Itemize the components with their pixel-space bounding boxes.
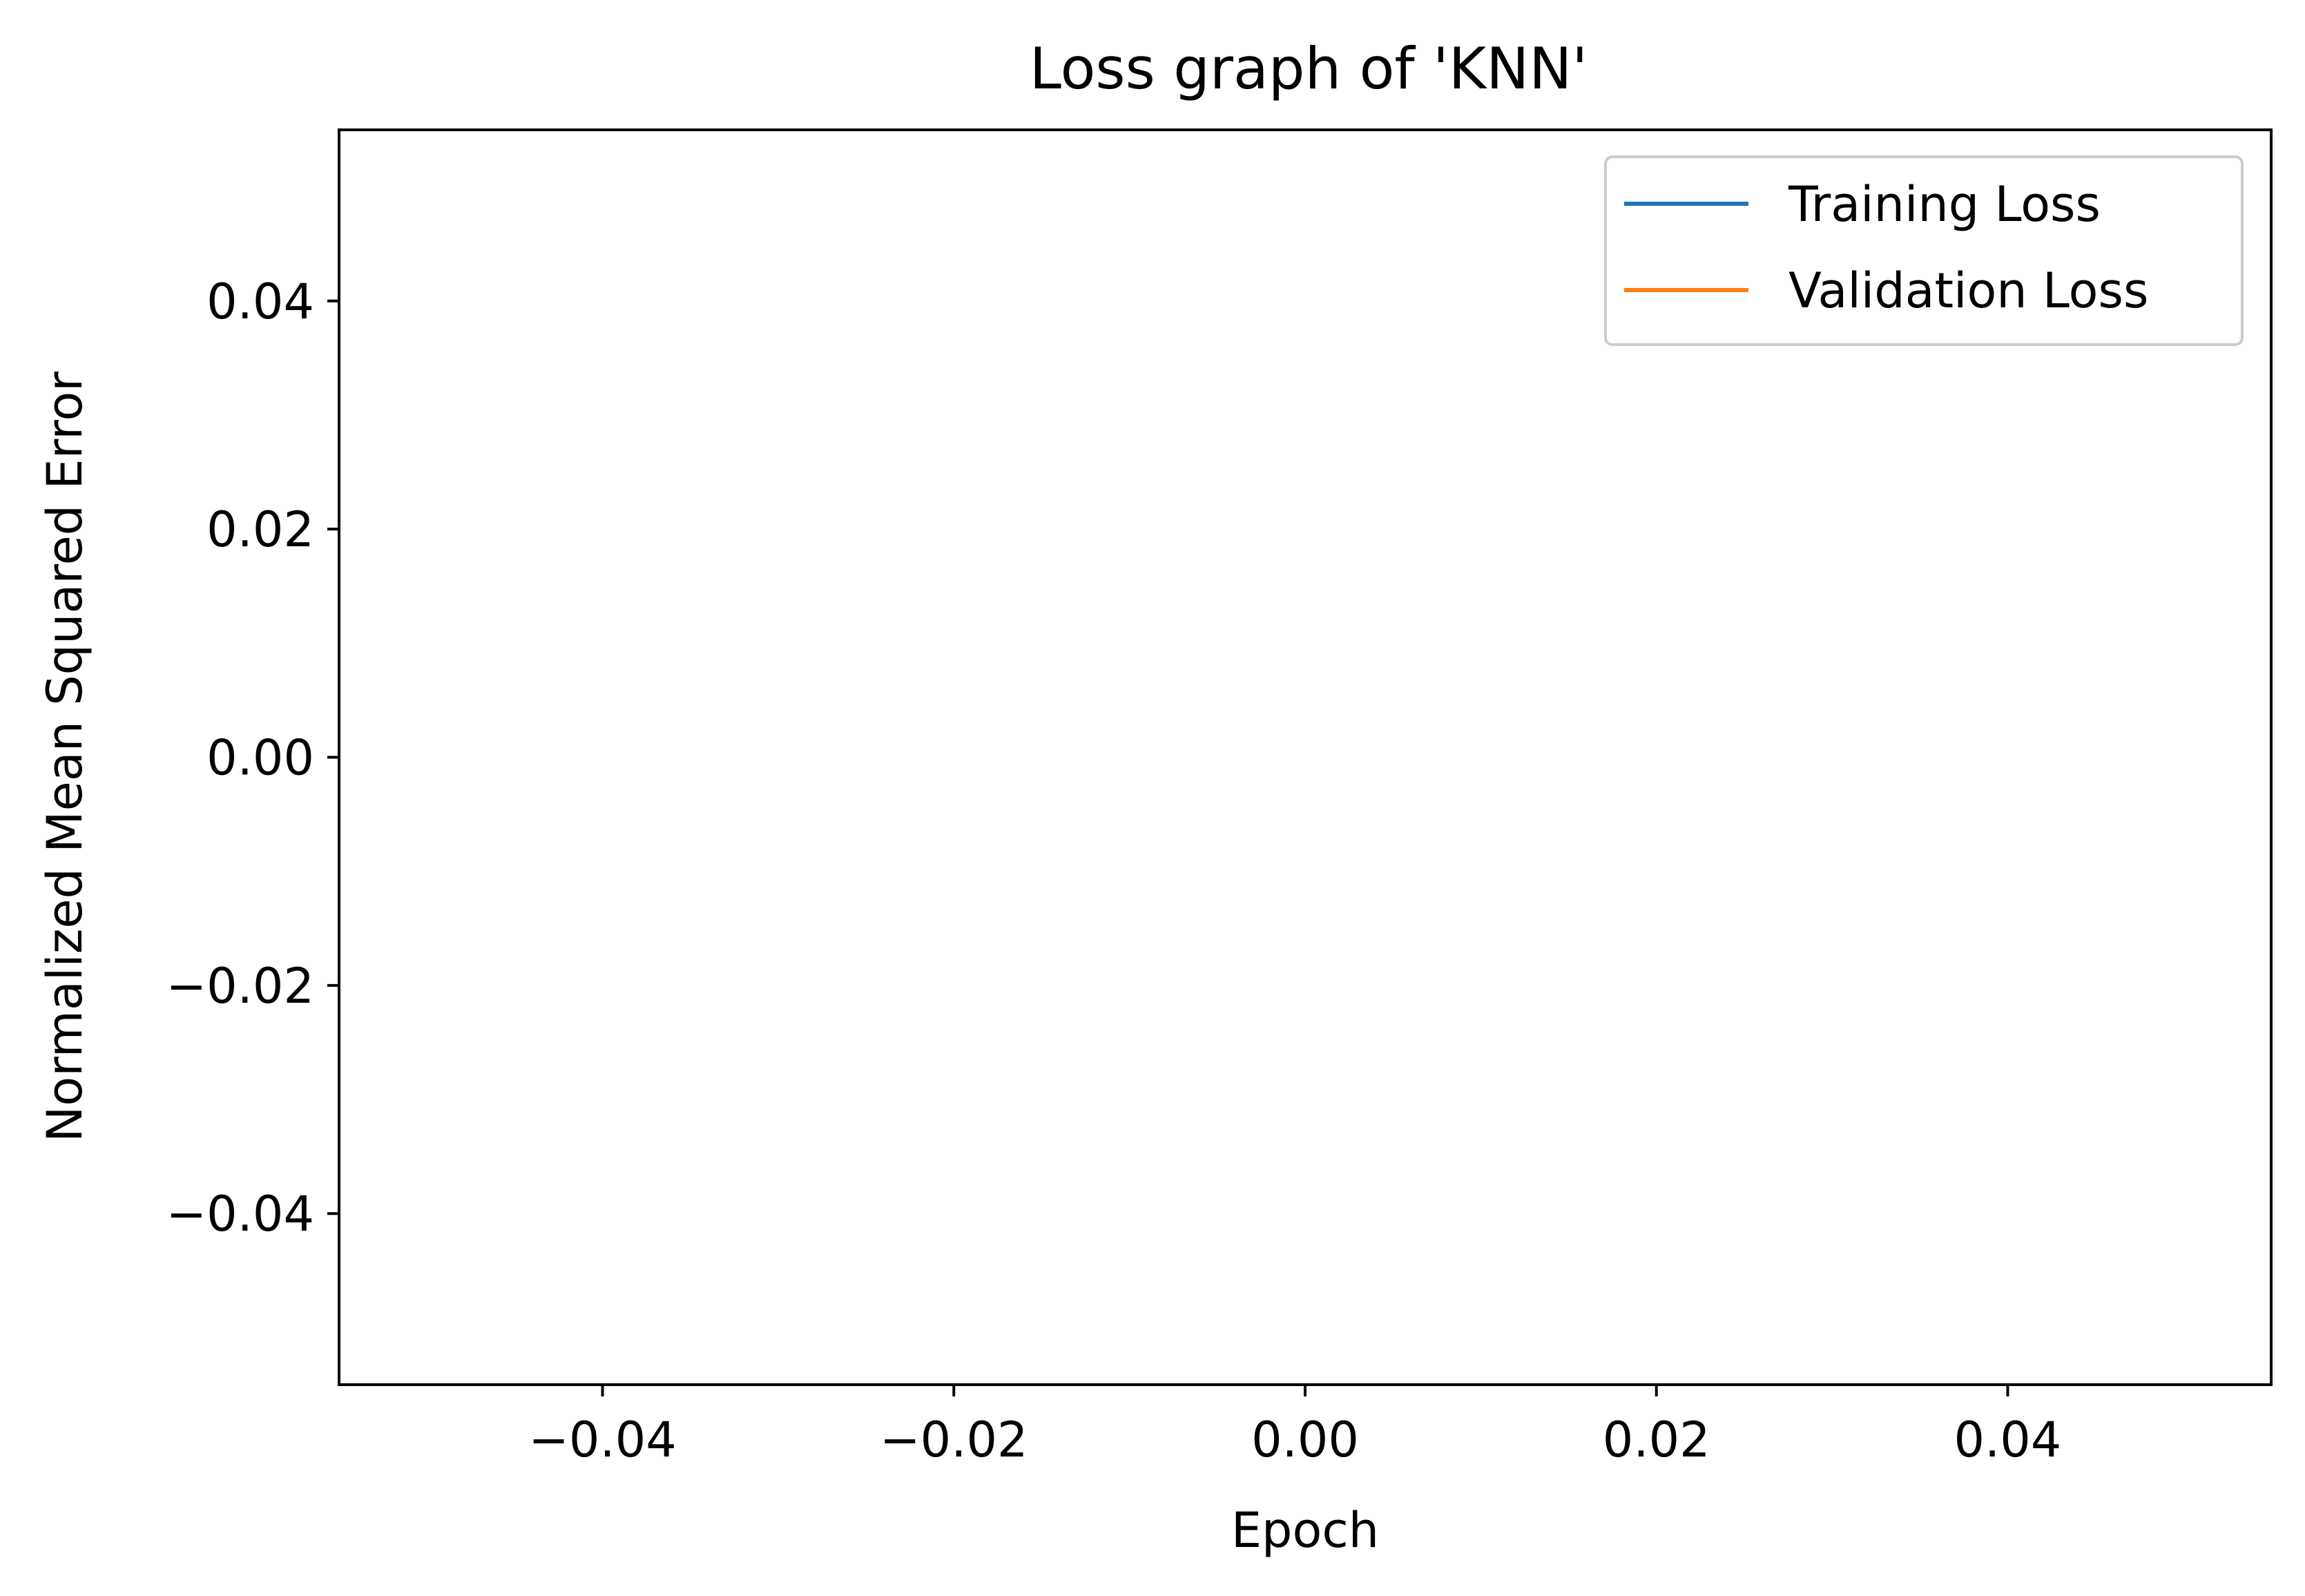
x-tick-label: 0.00 <box>1251 1412 1359 1468</box>
y-axis: −0.04 −0.02 0.00 0.02 0.04 <box>166 273 339 1242</box>
legend-box <box>1604 155 2244 346</box>
x-axis: −0.04 −0.02 0.00 0.02 0.04 <box>528 1385 2061 1468</box>
legend-label-validation-loss: Validation Loss <box>1788 262 2148 319</box>
x-tick-label: −0.04 <box>528 1412 677 1468</box>
y-tick-label: 0.02 <box>206 501 314 558</box>
legend: Training Loss Validation Loss <box>1604 155 2244 346</box>
legend-label-training-loss: Training Loss <box>1788 176 2101 233</box>
y-tick-label: −0.04 <box>166 1186 314 1242</box>
y-tick-label: 0.04 <box>206 273 314 330</box>
x-axis-label: Epoch <box>1231 1502 1379 1559</box>
x-tick-label: −0.02 <box>880 1412 1028 1468</box>
y-tick-label: 0.00 <box>206 730 314 787</box>
chart-title: Loss graph of 'KNN' <box>1030 35 1588 102</box>
x-tick-label: 0.04 <box>1954 1412 2062 1468</box>
y-axis-label: Normalized Mean Squared Error <box>37 372 93 1142</box>
y-tick-label: −0.02 <box>166 958 314 1015</box>
x-tick-label: 0.02 <box>1603 1412 1710 1468</box>
